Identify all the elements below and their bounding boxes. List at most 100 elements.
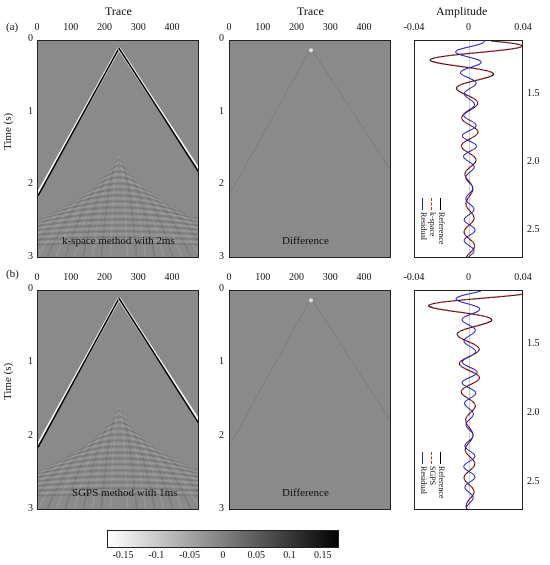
legend-reference-swatch bbox=[440, 198, 441, 210]
trace-tick: 100 bbox=[255, 272, 271, 283]
hyperbola-event bbox=[38, 487, 198, 492]
residual-apex bbox=[309, 48, 313, 53]
legend-b: Residual SGPS Reference bbox=[418, 452, 468, 507]
amplitude-header: Amplitude bbox=[436, 4, 488, 18]
y-axis-label-a: Time (s) bbox=[2, 112, 14, 150]
residual-right bbox=[310, 298, 390, 421]
hyperbola-event bbox=[38, 448, 198, 473]
trace-tick: 400 bbox=[164, 272, 180, 283]
legend-residual-label: Residual bbox=[419, 466, 428, 494]
hyperbola-event bbox=[38, 191, 198, 225]
caption-b-mid: Difference bbox=[282, 487, 329, 499]
time-tick: 3 bbox=[28, 251, 33, 262]
trace-tick: 300 bbox=[130, 22, 146, 33]
hyperbola-event bbox=[38, 227, 198, 234]
hyperbola-event bbox=[38, 430, 198, 509]
y-axis-label-b: Time (s) bbox=[2, 362, 14, 400]
trace-tick: 100 bbox=[255, 22, 271, 33]
time-tick: 0 bbox=[219, 33, 224, 44]
hyperbola-event bbox=[38, 469, 198, 478]
hyperbola-event bbox=[38, 439, 198, 481]
hyperbola-event bbox=[38, 233, 198, 238]
panel-a-amplitude bbox=[414, 40, 523, 258]
hyperbola-event bbox=[82, 416, 156, 509]
panel-b-amplitude bbox=[414, 290, 523, 510]
hyperbola-event bbox=[38, 212, 198, 224]
time-tick: 3 bbox=[219, 503, 224, 514]
colorbar-tick: -0.15 bbox=[112, 550, 134, 561]
hyperbola-event bbox=[38, 466, 198, 477]
hyperbola-event bbox=[38, 460, 198, 474]
residual-left bbox=[230, 298, 312, 446]
trace-tick: 200 bbox=[289, 272, 304, 283]
trace-tick: 400 bbox=[164, 22, 180, 33]
residual-left bbox=[230, 48, 312, 194]
time-tick: 2 bbox=[219, 429, 224, 441]
caption-a-left: k-space method with 2ms bbox=[62, 235, 175, 247]
colorbar-tick: 0.1 bbox=[283, 550, 296, 561]
hyperbola-event bbox=[38, 442, 198, 477]
colorbar-tick: 0.15 bbox=[314, 550, 332, 561]
colorbar-tick: -0.1 bbox=[148, 550, 165, 561]
hyperbola-event bbox=[38, 206, 198, 221]
trace-tick: 400 bbox=[356, 22, 372, 33]
caption-a-mid: Difference bbox=[282, 235, 329, 247]
hyperbola-event bbox=[100, 159, 138, 257]
hyperbola-event bbox=[38, 242, 198, 246]
amplitude-tick: 0 bbox=[466, 272, 471, 283]
amplitude-tick: -0.04 bbox=[403, 272, 425, 283]
hyperbola-event bbox=[38, 493, 198, 497]
trace-tick: 200 bbox=[97, 22, 112, 33]
trace-tick: 0 bbox=[34, 22, 40, 33]
hyperbola-event bbox=[73, 167, 165, 257]
time-tick: 3 bbox=[219, 251, 224, 262]
series-residual bbox=[455, 291, 482, 509]
hyperbola-event bbox=[38, 481, 198, 487]
panel-a-difference: Difference bbox=[229, 40, 391, 258]
hyperbola-event bbox=[38, 472, 198, 480]
legend-method-swatch bbox=[431, 198, 432, 210]
legend-residual-label: Residual bbox=[419, 212, 428, 240]
time-tick: 3 bbox=[28, 503, 33, 514]
amp-time-tick: 2.0 bbox=[527, 406, 540, 418]
trace-header-mid: Trace bbox=[297, 4, 324, 18]
hyperbola-event bbox=[38, 236, 198, 241]
trace-tick: 100 bbox=[63, 272, 79, 283]
trace-tick: 200 bbox=[289, 22, 304, 33]
residual-right bbox=[310, 48, 390, 170]
time-tick: 0 bbox=[28, 33, 33, 44]
row-label-a: (a) bbox=[6, 21, 19, 33]
hyperbola-event bbox=[38, 182, 198, 245]
trace-tick: 300 bbox=[130, 272, 146, 283]
hyperbola-event bbox=[38, 490, 198, 494]
hyperbola-event bbox=[38, 209, 198, 222]
direct-wave-left-dark bbox=[38, 297, 120, 448]
time-tick: 0 bbox=[28, 283, 33, 294]
series-method bbox=[429, 293, 522, 509]
time-tick: 2 bbox=[28, 429, 33, 441]
hyperbola-event bbox=[38, 221, 198, 229]
hyperbola-event bbox=[73, 419, 165, 509]
hyperbola-event bbox=[38, 230, 198, 236]
residual-apex bbox=[309, 298, 313, 303]
amp-time-tick: 2.0 bbox=[527, 155, 540, 167]
amp-time-tick: 2.5 bbox=[527, 223, 540, 235]
trace-header-left: Trace bbox=[105, 4, 132, 18]
trace-tick: 300 bbox=[322, 22, 338, 33]
legend-residual-swatch bbox=[422, 452, 423, 464]
hyperbola-event bbox=[38, 478, 198, 485]
row-label-b: (b) bbox=[6, 268, 19, 280]
trace-tick: 0 bbox=[226, 22, 232, 33]
trace-tick: 200 bbox=[97, 272, 112, 283]
hyperbola-event bbox=[38, 475, 198, 482]
panel-b-difference: Difference bbox=[229, 290, 391, 510]
direct-wave-right-dark bbox=[118, 47, 198, 173]
series-residual bbox=[454, 41, 485, 257]
hyperbola-event bbox=[38, 203, 198, 221]
amp-time-tick: 1.5 bbox=[527, 87, 540, 99]
colorbar-ticks: -0.15 -0.1 -0.05 0 0.05 0.1 0.15 bbox=[0, 548, 550, 564]
trace-tick: 0 bbox=[34, 272, 40, 283]
hyperbola-event bbox=[38, 454, 198, 472]
amp-time-tick: 1.5 bbox=[527, 338, 540, 349]
hyperbola-event bbox=[38, 463, 198, 475]
